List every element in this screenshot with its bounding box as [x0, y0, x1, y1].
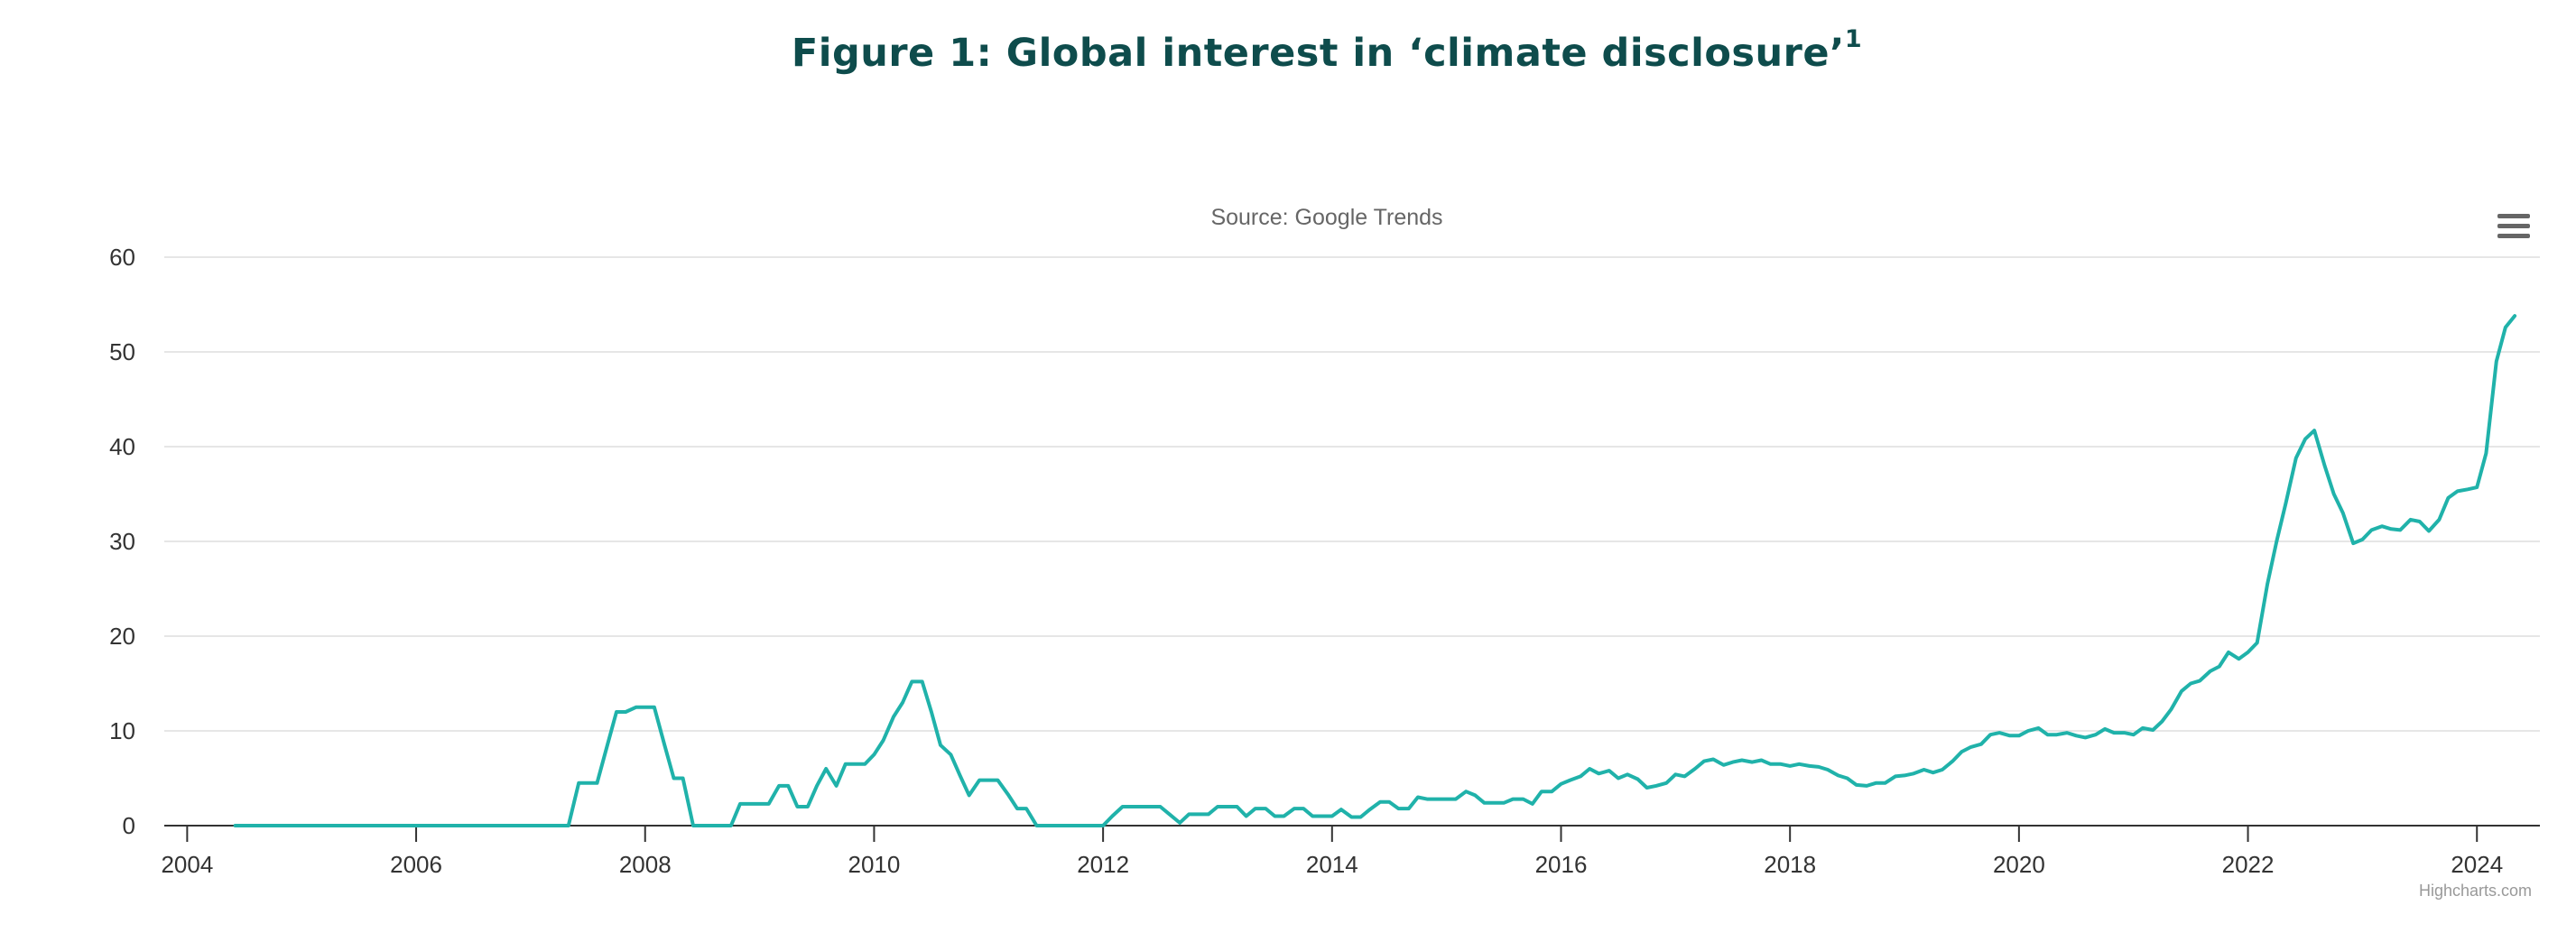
x-tick-label: 2024 [2451, 851, 2503, 878]
hamburger-menu-icon[interactable] [2497, 214, 2530, 243]
x-tick-label: 2014 [1306, 851, 1358, 878]
y-tick-label: 10 [109, 717, 135, 744]
title-footnote-marker: 1 [1844, 24, 1863, 53]
x-tick-label: 2018 [1764, 851, 1816, 878]
x-tick-label: 2008 [619, 851, 672, 878]
y-tick-label: 30 [109, 528, 135, 555]
y-tick-label: 20 [109, 623, 135, 650]
x-tick-label: 2006 [390, 851, 442, 878]
y-tick-label: 60 [109, 244, 135, 271]
y-tick-label: 40 [109, 433, 135, 460]
figure-title: Figure 1: Global interest in ‘climate di… [0, 27, 2576, 76]
menu-bar [2497, 234, 2530, 238]
x-tick-label: 2004 [161, 851, 213, 878]
menu-bar [2497, 224, 2530, 228]
x-tick-label: 2016 [1535, 851, 1588, 878]
x-tick-label: 2010 [848, 851, 901, 878]
series-group [233, 314, 2517, 827]
series-line[interactable] [233, 314, 2517, 827]
x-axis: 2004 2006 2008 2010 2012 2014 2016 2018 2020 2022… [161, 825, 2540, 878]
x-tick-label: 2012 [1077, 851, 1129, 878]
x-tick-label: 2020 [1993, 851, 2045, 878]
gridlines [164, 256, 2540, 732]
y-tick-label: 0 [123, 812, 135, 839]
y-tick-label: 50 [109, 338, 135, 365]
x-tick-label: 2022 [2222, 851, 2275, 878]
figure-title-text: Figure 1: Global interest in ‘climate di… [791, 31, 1845, 76]
y-axis: 0 10 20 30 40 50 60 [109, 244, 135, 839]
chart-subtitle: Source: Google Trends [1210, 205, 1443, 230]
menu-bar [2497, 214, 2530, 218]
chart-credits[interactable]: Highcharts.com [2419, 882, 2533, 900]
